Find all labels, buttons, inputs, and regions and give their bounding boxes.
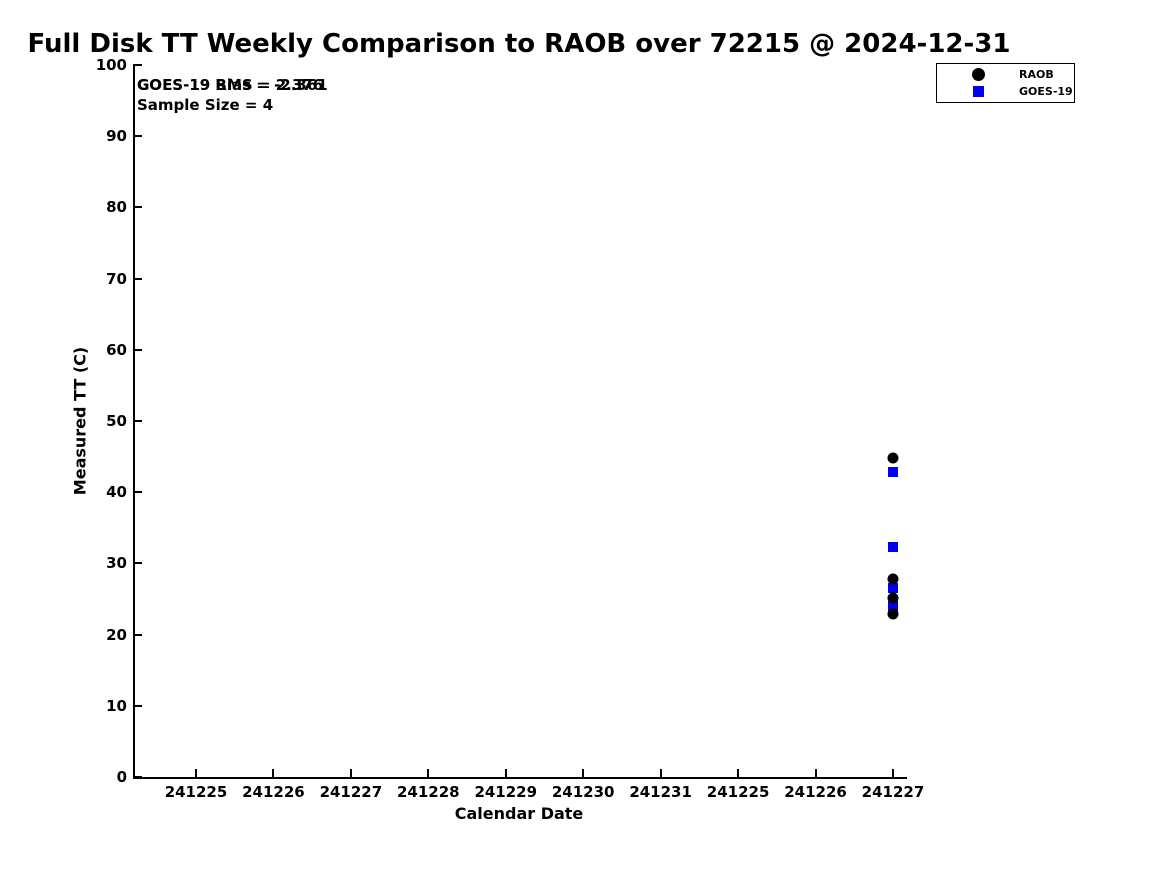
y-tick-label: 60 bbox=[106, 340, 127, 359]
goes-19-marker bbox=[887, 467, 898, 478]
y-tick-mark bbox=[134, 420, 142, 422]
x-tick-label: 241226 bbox=[242, 783, 305, 801]
y-tick-label: 50 bbox=[106, 412, 127, 430]
x-tick-mark bbox=[195, 769, 197, 777]
annotation-sample-size: Sample Size = 4 bbox=[137, 96, 274, 114]
raob-marker bbox=[887, 452, 899, 464]
goes-19-marker bbox=[887, 542, 898, 553]
annotation-rms: GOES-19 RMS = 2.376 bbox=[137, 76, 324, 94]
legend-label-raob: RAOB bbox=[1019, 68, 1054, 81]
x-tick-label: 241231 bbox=[629, 783, 692, 801]
legend-box: RAOB GOES-19 bbox=[936, 63, 1075, 103]
y-tick-label: 0 bbox=[116, 768, 127, 786]
y-tick-mark bbox=[134, 633, 142, 636]
x-tick-label: 241227 bbox=[861, 783, 925, 801]
x-tick-label: 241225 bbox=[706, 783, 770, 801]
y-tick-mark bbox=[134, 348, 142, 351]
raob-circle-icon bbox=[971, 68, 985, 81]
raob-marker bbox=[887, 573, 899, 585]
y-tick-mark bbox=[134, 704, 142, 707]
x-tick-mark bbox=[427, 769, 430, 777]
x-tick-mark bbox=[272, 769, 275, 777]
legend-item-raob: RAOB bbox=[937, 66, 1074, 83]
raob-marker bbox=[887, 608, 899, 620]
y-tick-label: 80 bbox=[106, 198, 127, 217]
y-tick-mark bbox=[134, 64, 142, 66]
x-tick-mark bbox=[349, 769, 352, 777]
y-tick-label: 20 bbox=[106, 625, 127, 644]
legend-item-goes19: GOES-19 bbox=[937, 83, 1074, 100]
x-tick-label: 241230 bbox=[551, 783, 615, 801]
x-axis-spine bbox=[133, 777, 907, 779]
y-tick-mark bbox=[134, 491, 142, 494]
goes-19-marker bbox=[887, 601, 898, 612]
y-tick-mark bbox=[134, 562, 142, 565]
x-tick-label: 241229 bbox=[474, 783, 538, 801]
goes-19-marker bbox=[887, 583, 898, 594]
y-tick-mark bbox=[134, 776, 142, 778]
annotation-bias: GOES-19 Bias = -2.361 bbox=[137, 76, 328, 94]
y-tick-label: 10 bbox=[106, 696, 127, 715]
x-tick-mark bbox=[814, 769, 817, 777]
y-tick-label: 40 bbox=[106, 483, 127, 502]
y-tick-label: 70 bbox=[106, 269, 127, 288]
y-tick-mark bbox=[134, 206, 142, 209]
x-tick-label: 241227 bbox=[319, 783, 383, 801]
y-axis-label: Measured TT (C) bbox=[70, 346, 90, 496]
y-tick-label: 30 bbox=[106, 554, 127, 573]
goes19-square-icon bbox=[972, 86, 984, 97]
y-tick-mark bbox=[134, 135, 142, 138]
x-tick-mark bbox=[504, 769, 507, 777]
x-tick-mark bbox=[737, 769, 740, 777]
y-tick-mark bbox=[134, 277, 142, 280]
x-tick-label: 241226 bbox=[784, 783, 847, 801]
x-tick-label: 241225 bbox=[164, 783, 228, 801]
x-tick-mark bbox=[582, 769, 585, 777]
x-tick-mark bbox=[659, 769, 662, 777]
legend-label-goes19: GOES-19 bbox=[1019, 85, 1073, 98]
y-tick-label: 100 bbox=[95, 56, 127, 74]
y-tick-label: 90 bbox=[106, 127, 127, 146]
x-axis-label: Calendar Date bbox=[454, 804, 584, 823]
x-tick-label: 241228 bbox=[397, 783, 460, 801]
x-tick-mark bbox=[891, 769, 894, 777]
chart-title: Full Disk TT Weekly Comparison to RAOB o… bbox=[27, 29, 1011, 59]
raob-marker bbox=[887, 592, 899, 604]
